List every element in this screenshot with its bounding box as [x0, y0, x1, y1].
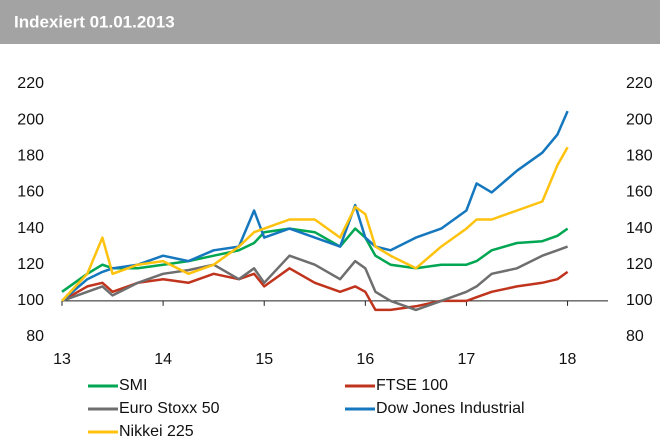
x-tick-label: 16	[356, 351, 374, 368]
y-tick-label: 80	[26, 328, 44, 345]
line-series	[61, 267, 569, 312]
y-tick-label: 120	[17, 256, 44, 273]
x-tick-label: 13	[53, 351, 71, 368]
legend-label: FTSE 100	[376, 377, 448, 394]
y-tick-label: 160	[17, 184, 44, 201]
legend-label: Dow Jones Industrial	[376, 400, 525, 417]
line-series	[61, 146, 569, 302]
x-tick-label: 17	[458, 351, 476, 368]
y2-tick-label: 140	[626, 220, 653, 237]
y-tick-label: 220	[17, 75, 44, 92]
y2-tick-label: 160	[626, 184, 653, 201]
y-tick-label: 180	[17, 148, 44, 165]
y-tick-label: 100	[17, 292, 44, 309]
legend-label: SMI	[119, 377, 147, 394]
y2-tick-label: 220	[626, 75, 653, 92]
legend-label: Euro Stoxx 50	[119, 400, 220, 417]
y-tick-label: 200	[17, 111, 44, 128]
y2-tick-label: 80	[626, 328, 644, 345]
x-tick-label: 14	[154, 351, 172, 368]
y2-tick-label: 200	[626, 111, 653, 128]
legend-label: Nikkei 225	[119, 423, 194, 439]
x-tick-label: 18	[559, 351, 577, 368]
y2-tick-label: 120	[626, 256, 653, 273]
y2-tick-label: 100	[626, 292, 653, 309]
line-series	[61, 245, 569, 312]
chart-title: Indexiert 01.01.2013	[14, 12, 175, 31]
y-tick-label: 140	[17, 220, 44, 237]
title-bar	[0, 0, 660, 44]
x-tick-label: 15	[255, 351, 273, 368]
y2-tick-label: 180	[626, 148, 653, 165]
line-series	[61, 110, 569, 302]
